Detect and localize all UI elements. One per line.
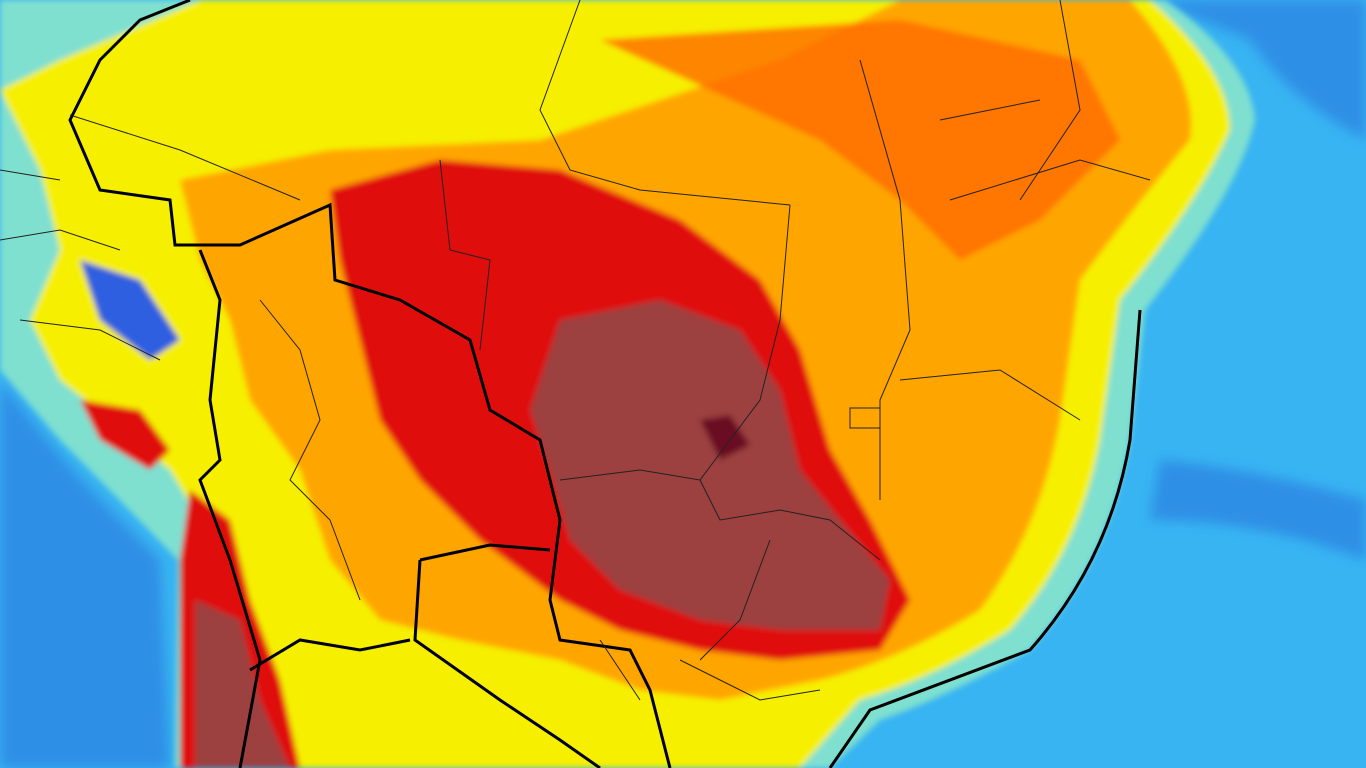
orange-dark-zone [600, 20, 1120, 260]
state-line [69, 114, 301, 201]
country-borders [68, 0, 1142, 768]
land-fields [0, 0, 1255, 768]
state-line [899, 159, 1151, 421]
state-line [539, 0, 791, 206]
atlantic-band [1150, 0, 1366, 140]
state-line [439, 159, 491, 351]
maroon-zone [530, 300, 890, 630]
peru-red [80, 400, 170, 470]
border [198, 249, 262, 768]
andes-blue [80, 260, 180, 360]
pacific-band [0, 380, 170, 768]
state-line [599, 639, 821, 701]
state-line [939, 0, 1081, 201]
hot-spot [700, 415, 750, 460]
chile-maroon [195, 600, 290, 768]
atlantic-band-2 [1150, 460, 1366, 560]
state-borders [0, 0, 1151, 701]
state-line [859, 59, 911, 500]
state-line [849, 407, 881, 429]
state-line [259, 299, 361, 601]
border [413, 543, 601, 768]
state-line [699, 204, 881, 561]
border [68, 0, 672, 768]
coast [828, 309, 1142, 768]
state-line [559, 469, 771, 661]
border [249, 638, 411, 672]
state-line [0, 169, 161, 361]
